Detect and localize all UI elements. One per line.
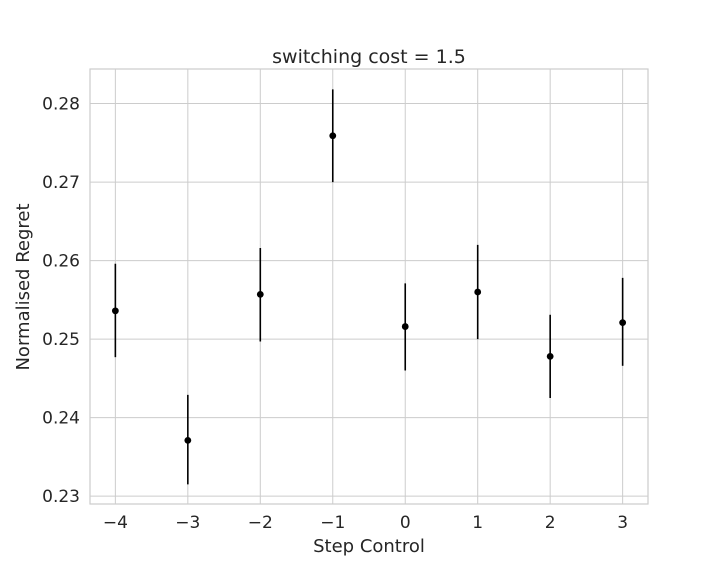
chart-title: switching cost = 1.5 bbox=[272, 46, 466, 68]
plot-frame bbox=[89, 68, 649, 505]
y-axis-ticks: 0.23 0.24 0.25 0.26 0.27 0.28 bbox=[42, 95, 80, 508]
x-tick-label: 1 bbox=[472, 513, 483, 533]
y-tick-label: 0.25 bbox=[42, 330, 80, 350]
x-tick-label: −1 bbox=[320, 513, 345, 533]
data-series bbox=[111, 89, 627, 485]
grid bbox=[90, 69, 648, 504]
data-point bbox=[184, 436, 192, 444]
data-point bbox=[401, 323, 409, 330]
x-tick-label: −3 bbox=[175, 513, 200, 533]
data-point bbox=[256, 290, 264, 298]
y-axis-label: Normalised Regret bbox=[13, 203, 34, 370]
data-point bbox=[329, 132, 337, 140]
x-axis-ticks: −4 −3 −2 −1 0 1 2 3 bbox=[103, 513, 628, 533]
data-point bbox=[111, 307, 119, 315]
x-tick-label: −2 bbox=[248, 513, 273, 533]
data-point bbox=[474, 288, 482, 296]
x-axis-label: Step Control bbox=[313, 536, 425, 557]
y-tick-label: 0.28 bbox=[42, 95, 80, 115]
data-point bbox=[619, 319, 627, 327]
x-tick-label: 0 bbox=[400, 513, 411, 533]
y-tick-label: 0.23 bbox=[42, 487, 80, 507]
y-tick-label: 0.24 bbox=[42, 409, 80, 429]
x-tick-label: 2 bbox=[545, 513, 556, 533]
x-tick-label: 3 bbox=[617, 513, 628, 533]
data-point bbox=[546, 352, 554, 360]
y-tick-label: 0.27 bbox=[42, 173, 80, 193]
x-tick-label: −4 bbox=[103, 513, 128, 533]
y-tick-label: 0.26 bbox=[42, 252, 80, 272]
